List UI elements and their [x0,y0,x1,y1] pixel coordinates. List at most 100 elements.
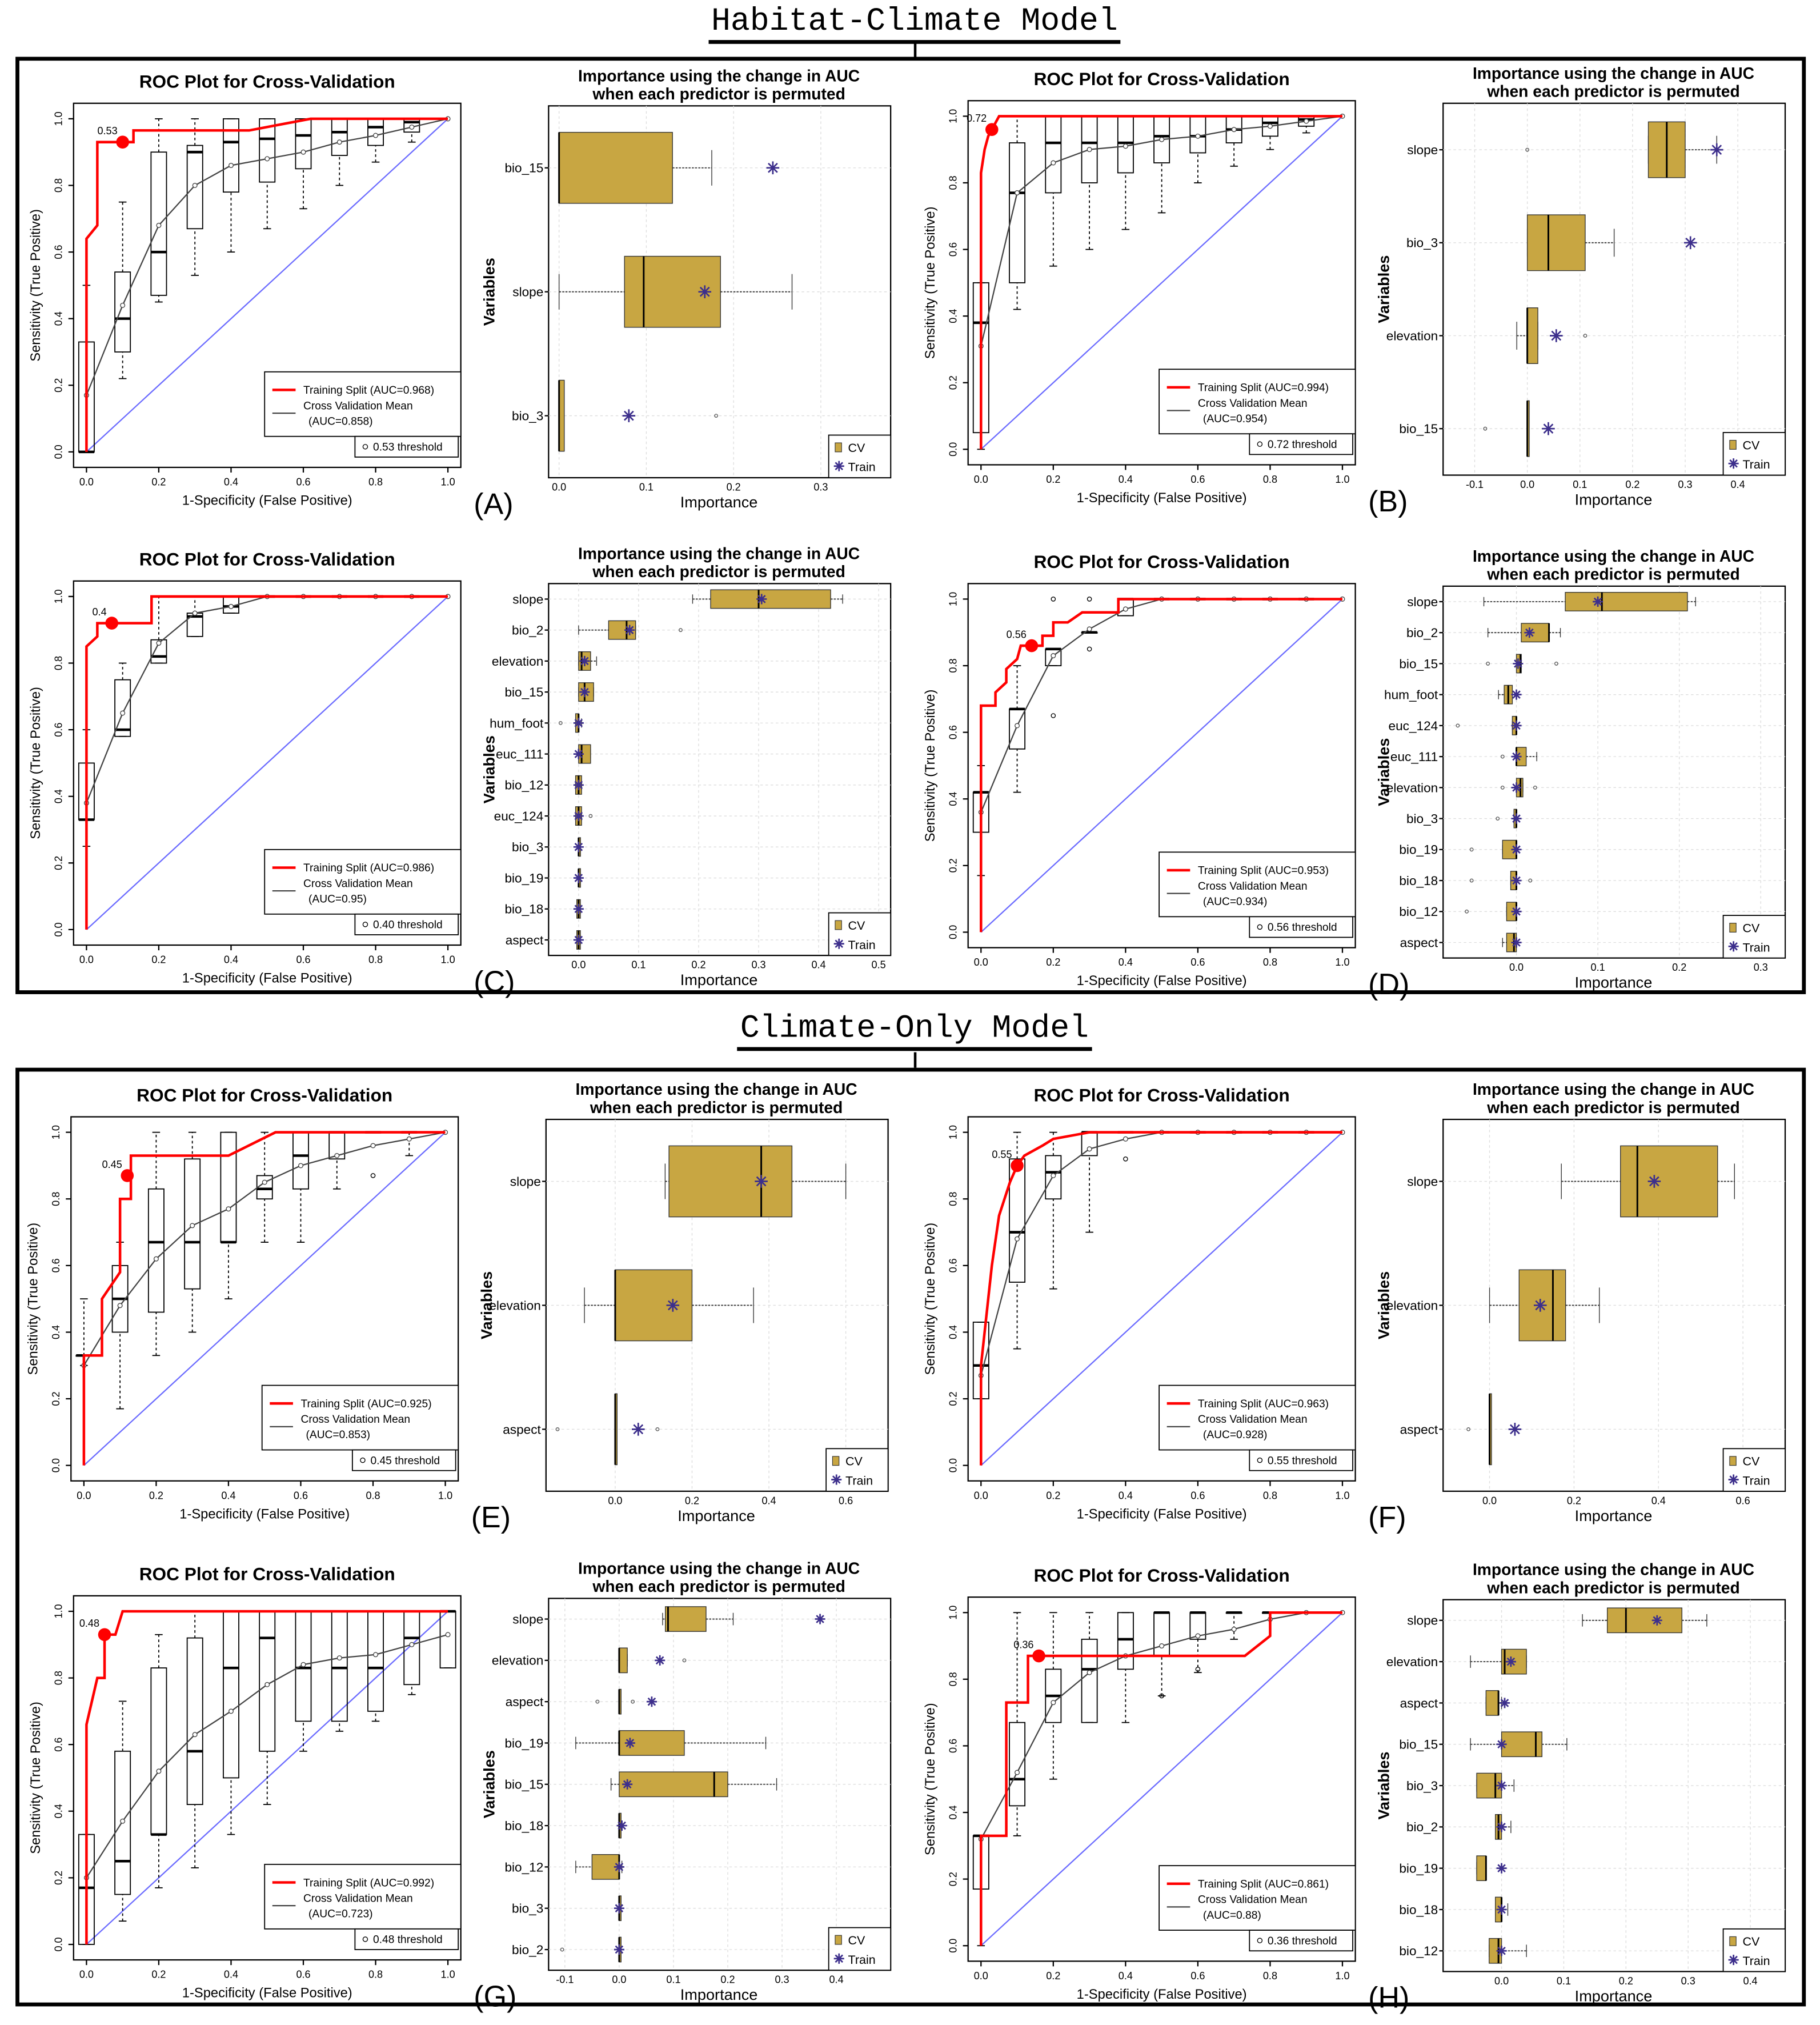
variable-row: bio_12 [504,1854,891,1880]
cv-mean-point [1231,1626,1237,1632]
cv-box [1606,1607,1682,1634]
star-stroke [1512,752,1521,761]
star-stroke [1506,1657,1516,1666]
variable-label: elevation [1386,1655,1438,1669]
y-tick-label: 0.4 [947,309,959,323]
legend-cv-label: CV [845,1455,863,1468]
star-stroke [625,626,634,634]
variable-label: bio_2 [512,1943,543,1957]
y-tick-label: 0.4 [53,311,64,326]
cv-boxplot [1009,1131,1026,1350]
outlier [1496,817,1500,821]
star-stroke [1497,1946,1506,1955]
variable-label: euc_111 [1390,750,1438,764]
train-marker [622,1779,633,1790]
variable-row: elevation [492,1647,891,1674]
training-split-line [980,1611,1342,1946]
y-tick-label: 0.2 [947,1391,959,1406]
importance-title: when each predictor is permuted [1486,1098,1739,1116]
x-axis-label: Importance [680,1986,758,2003]
cv-mean-point [117,1303,123,1308]
importance-title: Importance using the change in AUC [1473,64,1754,82]
y-tick-label: 0.6 [53,723,64,737]
y-tick-label: 0.2 [947,1872,959,1886]
x-tick-label: 1.0 [441,1969,455,1980]
x-tick-label: 0.8 [368,477,383,488]
legend-cv-label: CV [1742,1935,1759,1948]
y-tick-label: 0.8 [53,656,64,670]
variable-row: bio_19 [504,868,891,888]
cv-mean-point [153,1256,159,1262]
outlier [558,721,563,725]
x-tick-label: 0.2 [685,1495,699,1506]
cv-mean-point [336,1655,342,1661]
outlier [1483,426,1488,431]
cv-box [558,131,673,204]
cv-mean-point [373,133,379,138]
variable-row: elevation [1386,307,1786,364]
y-tick-label: 0.4 [947,1805,959,1819]
star-stroke [667,1300,678,1311]
outlier [1051,597,1056,602]
connector-line [913,42,917,58]
section-title-habitat-climate: Habitat-Climate Model [0,2,1820,44]
cv-box [665,1606,707,1632]
importance-title: when each predictor is permuted [590,1098,843,1116]
plot-frame [1442,585,1786,959]
x-tick-label: 0.8 [366,1490,380,1501]
threshold-label: 0.36 [1013,1639,1033,1650]
y-tick-label: 1.0 [947,592,959,606]
star-stroke [835,462,844,471]
x-tick-label: 0.6 [1190,1490,1205,1501]
threshold-legend-label: 0.45 threshold [371,1455,440,1467]
x-axis-label: 1-Specificity (False Positive) [182,1986,352,2001]
x-tick-label: 0.1 [1573,479,1587,490]
threshold-legend-label: 0.56 threshold [1268,922,1337,934]
x-tick-label: 0.2 [727,482,741,493]
cv-mean-point [120,710,126,716]
star-stroke [574,905,583,914]
x-axis-label: 1-Specificity (False Positive) [1077,491,1247,506]
legend-training-label: Training Split (AUC=0.925) [300,1398,431,1410]
box [1045,1155,1062,1200]
box [1009,1158,1026,1283]
train-marker [1511,844,1522,855]
cv-box [1485,1690,1499,1716]
legend-box [1158,851,1356,918]
outlier [631,1699,635,1704]
variable-label: euc_124 [1389,719,1438,733]
cv-mean-point [373,1652,379,1658]
x-tick-label: 1.0 [1335,957,1349,968]
star-stroke [574,843,583,851]
variable-row: bio_3 [512,837,891,857]
outlier [714,414,719,418]
variable-label: elevation [492,1654,543,1668]
x-tick-label: 0.2 [1046,957,1060,968]
box [150,151,167,296]
star-stroke [615,1863,624,1871]
variable-row: bio_12 [504,775,891,795]
legend-cv-auc: (AUC=0.853) [306,1429,371,1441]
threshold-point [121,1169,134,1182]
box [114,679,131,737]
variable-label: bio_2 [512,623,543,638]
star-stroke [618,1821,626,1830]
importance-title: when each predictor is permuted [592,85,845,103]
cv-boxplot [184,1131,201,1333]
train-marker [614,1944,624,1955]
star-stroke [1525,628,1534,637]
train-marker [1511,689,1522,700]
variable-row: aspect [1400,1690,1786,1716]
random-diagonal [83,1131,446,1466]
training-split-line [980,1131,1342,1466]
training-split-line [82,1131,446,1466]
box [1009,142,1026,283]
x-tick-label: 0.4 [224,1969,238,1980]
variable-label: hum_foot [1384,688,1438,702]
variable-label: hum_foot [490,716,544,730]
variable-label: bio_3 [512,409,543,423]
legend-train-label: Train [1742,941,1770,954]
cv-box [1565,592,1688,611]
